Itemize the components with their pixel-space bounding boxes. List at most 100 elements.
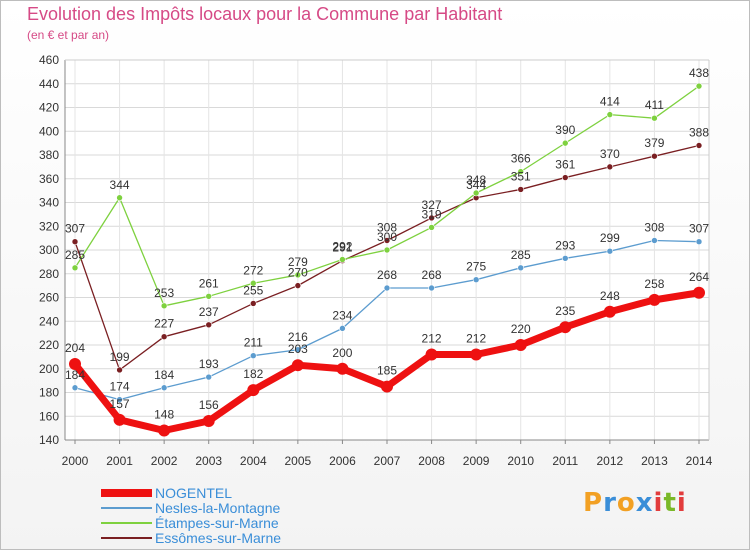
data-label: 366 bbox=[511, 152, 531, 166]
x-tick-label: 2012 bbox=[597, 454, 624, 468]
data-label: 199 bbox=[110, 350, 130, 364]
data-point bbox=[71, 384, 79, 392]
data-label: 268 bbox=[422, 268, 442, 282]
data-label: 255 bbox=[243, 283, 263, 297]
data-label: 185 bbox=[377, 364, 397, 378]
legend-label: Nesles-la-Montagne bbox=[155, 500, 280, 516]
data-point bbox=[71, 238, 79, 245]
data-point bbox=[693, 286, 705, 299]
data-point bbox=[69, 358, 81, 370]
data-point bbox=[651, 237, 658, 244]
data-label: 390 bbox=[555, 123, 575, 137]
data-label: 307 bbox=[65, 222, 85, 236]
y-tick-label: 220 bbox=[39, 338, 59, 352]
data-label: 307 bbox=[689, 222, 709, 236]
data-label: 253 bbox=[154, 286, 174, 300]
data-label: 184 bbox=[154, 368, 174, 382]
logo-letter: o bbox=[616, 488, 636, 518]
data-point bbox=[383, 246, 391, 254]
data-point bbox=[606, 111, 614, 118]
data-label: 285 bbox=[65, 248, 85, 262]
legend-label: Essômes-sur-Marne bbox=[155, 530, 281, 546]
data-label: 279 bbox=[288, 255, 308, 269]
y-tick-label: 400 bbox=[39, 124, 59, 138]
x-tick-label: 2005 bbox=[285, 454, 312, 468]
data-label: 182 bbox=[243, 367, 263, 381]
data-label: 200 bbox=[332, 346, 352, 360]
x-tick-label: 2010 bbox=[507, 454, 534, 468]
data-label: 184 bbox=[65, 368, 85, 382]
data-label: 291 bbox=[332, 241, 352, 255]
y-tick-label: 180 bbox=[39, 386, 59, 400]
data-label: 212 bbox=[466, 332, 486, 346]
data-point bbox=[336, 362, 349, 375]
data-label: 156 bbox=[199, 398, 219, 412]
data-point bbox=[695, 142, 703, 149]
logo-letter: t bbox=[663, 488, 677, 518]
data-point bbox=[116, 396, 123, 403]
data-label: 216 bbox=[288, 330, 308, 344]
proxiti-logo: Proxiti bbox=[583, 488, 687, 518]
x-tick-label: 2011 bbox=[552, 454, 578, 468]
data-label: 270 bbox=[288, 266, 308, 280]
data-point bbox=[648, 293, 661, 306]
data-label: 237 bbox=[199, 305, 219, 319]
data-point bbox=[294, 346, 302, 354]
data-point bbox=[113, 413, 126, 426]
data-label: 148 bbox=[154, 408, 174, 422]
data-label: 308 bbox=[377, 221, 397, 235]
data-point bbox=[160, 302, 168, 310]
data-point bbox=[470, 348, 483, 361]
data-point bbox=[603, 305, 616, 318]
data-label: 293 bbox=[555, 238, 575, 252]
data-point bbox=[116, 366, 123, 374]
data-label: 227 bbox=[154, 317, 174, 331]
data-point bbox=[249, 300, 257, 307]
data-point bbox=[205, 321, 213, 329]
data-label: 203 bbox=[288, 342, 308, 356]
data-point bbox=[160, 333, 168, 340]
data-point bbox=[561, 255, 569, 262]
data-label: 344 bbox=[110, 178, 130, 192]
data-label: 234 bbox=[332, 308, 352, 322]
data-point bbox=[294, 282, 302, 289]
legend-label: Étampes-sur-Marne bbox=[155, 515, 279, 531]
data-label: 414 bbox=[600, 95, 620, 109]
data-point bbox=[561, 174, 569, 181]
x-tick-label: 2003 bbox=[195, 454, 222, 468]
y-tick-label: 280 bbox=[39, 267, 59, 281]
data-point bbox=[517, 168, 525, 175]
data-label: 261 bbox=[199, 276, 219, 290]
x-tick-label: 2006 bbox=[329, 454, 356, 468]
x-tick-label: 2008 bbox=[418, 454, 445, 468]
data-label: 285 bbox=[511, 248, 531, 262]
data-point bbox=[249, 279, 257, 287]
x-tick-label: 2002 bbox=[151, 454, 178, 468]
data-point bbox=[651, 152, 658, 160]
data-label: 348 bbox=[466, 173, 486, 187]
data-label: 204 bbox=[65, 341, 85, 355]
chart-subtitle: (en € et par an) bbox=[27, 28, 110, 42]
data-point bbox=[472, 189, 480, 197]
y-tick-label: 240 bbox=[39, 314, 59, 328]
y-tick-label: 380 bbox=[39, 148, 59, 162]
data-point bbox=[247, 384, 260, 397]
data-label: 174 bbox=[110, 380, 130, 394]
data-label: 308 bbox=[644, 221, 664, 235]
x-tick-label: 2007 bbox=[374, 454, 401, 468]
y-tick-label: 140 bbox=[39, 433, 59, 447]
data-label: 319 bbox=[422, 207, 442, 221]
x-tick-label: 2014 bbox=[686, 454, 713, 468]
data-label: 248 bbox=[600, 289, 620, 303]
data-point bbox=[428, 224, 435, 231]
data-point bbox=[291, 359, 304, 372]
data-point bbox=[339, 256, 346, 263]
y-tick-label: 360 bbox=[39, 172, 59, 186]
data-point bbox=[205, 373, 213, 381]
data-point bbox=[514, 339, 527, 351]
x-tick-label: 2004 bbox=[240, 454, 267, 468]
x-tick-label: 2013 bbox=[641, 454, 668, 468]
data-label: 292 bbox=[332, 240, 352, 254]
data-point bbox=[425, 348, 438, 361]
